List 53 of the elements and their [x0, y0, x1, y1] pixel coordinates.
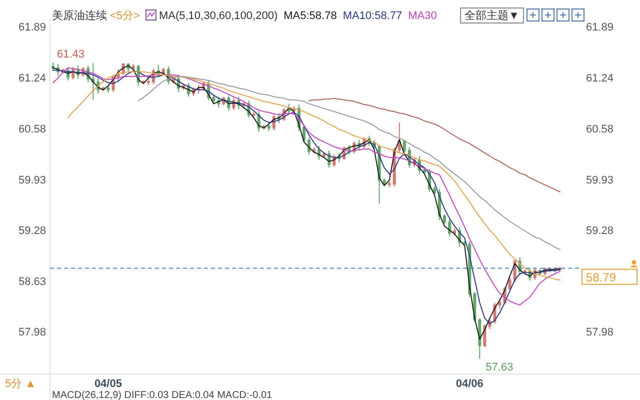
candlestick: [162, 67, 165, 76]
text: MACD(26,12,9) DIFF:0.03 DEA:0.04 MACD:-0.01: [52, 390, 273, 400]
y2-tick-label: 59.28: [586, 225, 614, 238]
y-tick-label: 60.58: [18, 124, 46, 136]
line-series: [308, 98, 560, 192]
annotation: 57.63: [486, 362, 514, 374]
candlestick: [267, 122, 270, 132]
chart-title: 美原油连续: [52, 9, 107, 22]
candlestick: [72, 66, 75, 80]
candlestick: [508, 276, 512, 292]
candlestick: [433, 186, 436, 196]
y-tick-label: 59.93: [18, 174, 46, 186]
legend: MA(5,10,30,60,100,200) MA5:58.78 MA10:58.77 MA30: [158, 10, 437, 22]
candlestick: [382, 178, 386, 186]
annotation: 61.43: [57, 48, 85, 60]
price-label: 58.79: [582, 268, 638, 285]
candlestick: [252, 112, 256, 118]
candlestick: [498, 298, 502, 310]
candlestick: [448, 218, 452, 237]
x-tick-label: 04/05: [94, 378, 122, 390]
candlestick: [212, 94, 216, 104]
y-tick-label: 59.28: [18, 225, 46, 238]
y2-tick-label: 59.93: [586, 174, 614, 186]
y-tick-label: 61.89: [18, 22, 46, 34]
y-tick-label: 58.63: [18, 276, 46, 288]
line-series: [138, 76, 560, 250]
x-tick-label: 04/06: [456, 378, 484, 390]
candlestick: [422, 168, 426, 174]
candlestick: [287, 103, 290, 114]
candlestick: [388, 180, 391, 188]
candlestick: [146, 78, 150, 86]
candlestick: [453, 228, 456, 236]
control-button: 全部主题▼: [460, 8, 524, 24]
candlestick: [398, 122, 401, 153]
candlestick: [52, 62, 54, 71]
candlestick: [92, 62, 95, 100]
chart-subtitle: <5分>: [110, 10, 140, 22]
ref-line-label: 58.79: [586, 270, 616, 284]
y-tick-label: 61.24: [18, 72, 46, 84]
y2-tick-label: 61.24: [586, 72, 614, 84]
candlestick: [322, 152, 326, 158]
annotation: 全部主题▼: [464, 9, 520, 22]
candlestick: [132, 64, 135, 72]
y2-tick-label: 61.89: [586, 22, 614, 34]
y2-tick-label: 60.58: [586, 124, 614, 136]
y-tick-label: 57.98: [18, 326, 46, 338]
candlestick: [402, 139, 406, 153]
y2-tick-label: 57.98: [586, 326, 614, 338]
text: 5分 ▲: [5, 378, 36, 390]
candlestick: [106, 84, 110, 94]
candlestick: [478, 318, 482, 360]
candlestick: [318, 145, 321, 160]
candlestick: [443, 214, 446, 224]
